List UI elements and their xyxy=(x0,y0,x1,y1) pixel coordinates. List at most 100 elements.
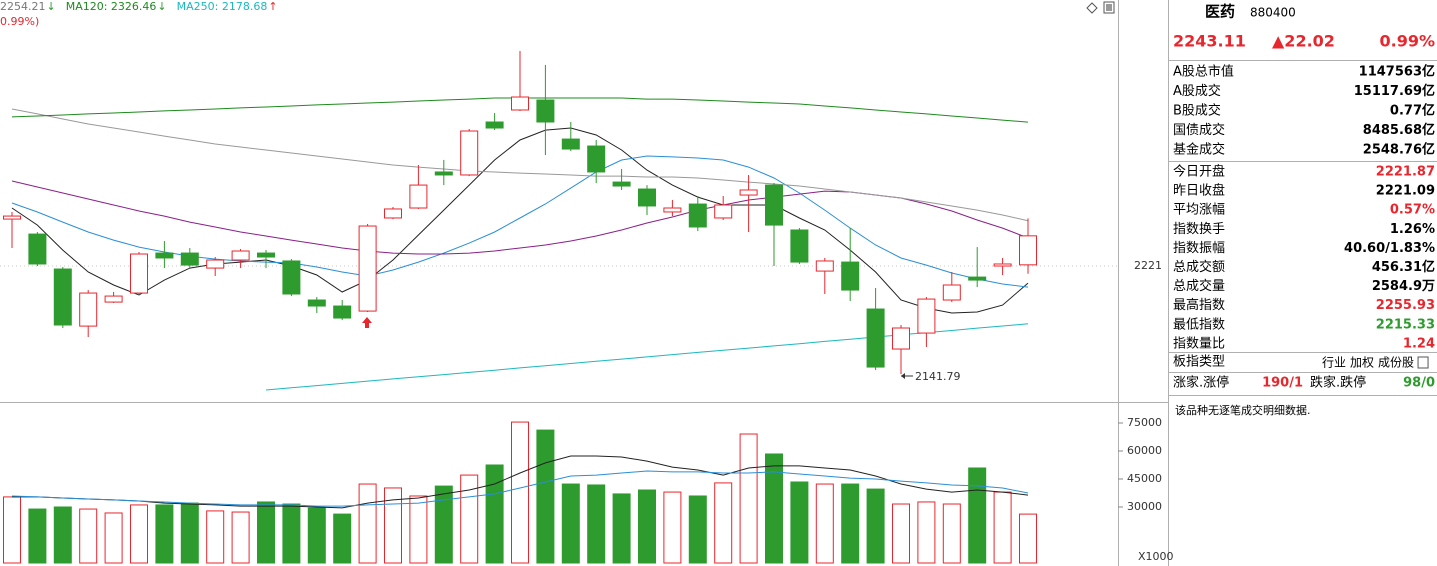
row-label: 昨日收盘 xyxy=(1173,183,1225,199)
volume-bar xyxy=(511,421,529,564)
candle-body xyxy=(79,292,98,327)
row-value: 0.57% xyxy=(1390,203,1435,218)
volume-bar xyxy=(968,467,987,564)
row-value: 2548.76亿 xyxy=(1363,142,1435,158)
volume-bar xyxy=(28,508,47,564)
row-label: 指数量比 xyxy=(1173,336,1225,351)
volume-bar xyxy=(561,483,580,564)
candle-body xyxy=(892,327,910,350)
volume-bar xyxy=(866,488,885,564)
index-code: 880400 xyxy=(1250,6,1296,20)
row-value: 1.24 xyxy=(1403,336,1435,351)
ma-label: MA120: 2326.46 xyxy=(66,0,157,13)
row-value: 2215.33 xyxy=(1376,317,1435,332)
candle-body xyxy=(587,145,606,173)
subtitle: 0.99%) xyxy=(0,15,39,28)
volume-unit: X1000 xyxy=(1138,550,1174,563)
volume-bar xyxy=(130,504,148,564)
row-value: 2255.93 xyxy=(1376,298,1435,313)
volume-bar xyxy=(942,503,961,564)
panel-icon-inner xyxy=(1106,4,1112,11)
candle-body xyxy=(282,260,301,295)
row-value: 15117.69亿 xyxy=(1354,83,1435,99)
candle-body xyxy=(942,284,961,301)
row-value: 456.31亿 xyxy=(1372,259,1435,275)
index-price: 2243.11 xyxy=(1173,32,1246,51)
diamond-icon[interactable] xyxy=(1086,2,1098,14)
candle-body xyxy=(866,308,885,368)
candle-body xyxy=(511,96,529,111)
volume-bar xyxy=(409,495,428,564)
volume-bar xyxy=(104,512,123,564)
moving-average-line xyxy=(12,455,1029,509)
info-panel: 医药 880400 2243.11 ▲22.02 0.99% A股总市值 1147563亿 A… xyxy=(1169,3,1437,417)
volume-bar xyxy=(993,491,1012,564)
volume-bar xyxy=(485,464,504,564)
moving-average-line xyxy=(11,470,1029,507)
volume-bar xyxy=(663,491,682,564)
candle-body xyxy=(104,295,123,303)
index-pct: 0.99% xyxy=(1379,32,1435,51)
buy-signal-arrow xyxy=(362,317,372,328)
index-change: ▲22.02 xyxy=(1272,32,1335,51)
row-label: A股成交 xyxy=(1173,83,1221,99)
row-value: 1147563亿 xyxy=(1359,64,1435,80)
volume-bar xyxy=(688,495,707,564)
volume-bar xyxy=(53,506,72,564)
y-tick-label: 30000 xyxy=(1127,500,1162,513)
type-option[interactable]: 行业 xyxy=(1322,356,1346,370)
candle-body xyxy=(28,233,47,265)
type-option[interactable]: 加权 xyxy=(1350,356,1374,370)
volume-bar xyxy=(815,483,834,564)
row-value: 8485.68亿 xyxy=(1363,122,1435,138)
y-tick-label: 75000 xyxy=(1127,416,1162,429)
candle-body xyxy=(206,259,225,269)
candle-body xyxy=(460,130,479,176)
volume-bar xyxy=(307,507,326,564)
volume-bar xyxy=(3,496,21,564)
ma-label: MA250: 2178.68 xyxy=(177,0,268,13)
row-value: 2221.09 xyxy=(1376,184,1435,199)
row-label: 总成交额 xyxy=(1173,259,1225,275)
volume-bar xyxy=(790,481,809,564)
row-label: 指数振幅 xyxy=(1173,241,1225,256)
down-value: 98/0 xyxy=(1403,376,1435,391)
volume-bar xyxy=(917,501,936,564)
volume-bar xyxy=(434,485,453,564)
candle-body xyxy=(180,252,199,266)
low-label: 2141.79 xyxy=(915,370,961,383)
row-label: A股总市值 xyxy=(1173,64,1234,80)
row-label: 最低指数 xyxy=(1173,317,1225,332)
volume-bar xyxy=(765,453,783,564)
candle-body xyxy=(307,299,326,307)
volume-bar xyxy=(180,502,199,564)
row-label: 平均涨幅 xyxy=(1173,203,1225,218)
panel-icon[interactable] xyxy=(1103,1,1115,14)
index-name: 医药 xyxy=(1205,3,1235,21)
ma-label: 2254.21 xyxy=(0,0,46,13)
type-option[interactable]: 成份股 xyxy=(1378,356,1414,370)
y-tick-label: 60000 xyxy=(1127,444,1162,457)
type-label: 板指类型 xyxy=(1173,355,1225,370)
candle-body xyxy=(663,207,682,213)
volume-bar xyxy=(231,511,250,564)
ma-arrow: ↑ xyxy=(268,0,277,13)
ma-arrow: ↓ xyxy=(157,0,166,13)
row-label: 指数换手 xyxy=(1173,222,1225,237)
moving-average-line xyxy=(11,108,1029,222)
volume-bar xyxy=(841,483,860,564)
row-label: 国债成交 xyxy=(1173,122,1225,138)
candle-body xyxy=(917,298,936,334)
candle-body xyxy=(815,260,834,272)
down-label: 跌家.跌停 xyxy=(1310,375,1366,391)
candle-body xyxy=(53,268,72,326)
volume-bar xyxy=(892,503,910,564)
volume-bar xyxy=(1019,513,1037,564)
volume-bar xyxy=(358,483,377,564)
row-label: 基金成交 xyxy=(1173,142,1225,158)
candle-body xyxy=(231,250,250,261)
candle-body xyxy=(384,208,402,219)
y-tick-label: 2221 xyxy=(1134,259,1162,272)
up-value: 190/1 xyxy=(1262,376,1303,391)
